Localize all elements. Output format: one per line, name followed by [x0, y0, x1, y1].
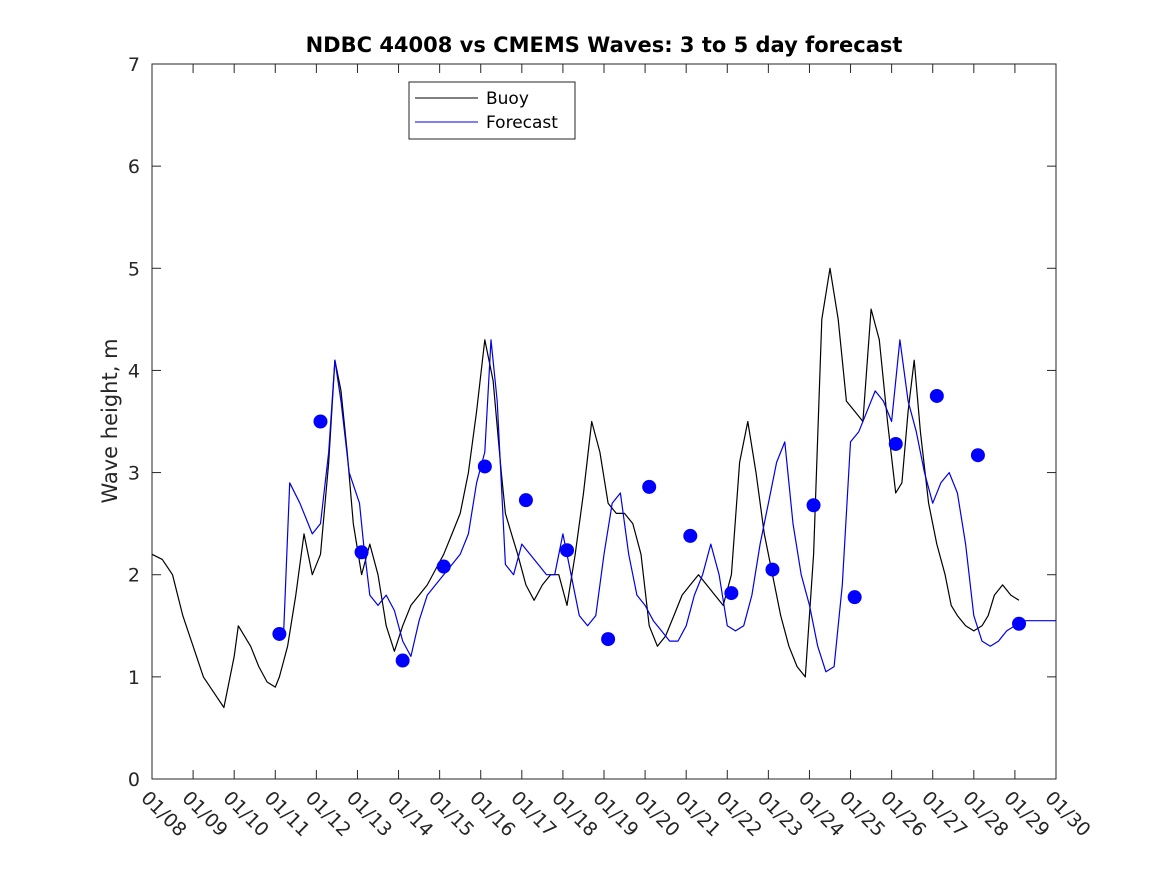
y-tick-label: 6 [128, 156, 140, 178]
forecast-point [601, 632, 616, 647]
chart-title: NDBC 44008 vs CMEMS Waves: 3 to 5 day fo… [306, 33, 903, 57]
forecast-point [683, 528, 698, 543]
y-tick-label: 1 [128, 667, 140, 689]
forecast-point [354, 545, 369, 560]
plot-area [151, 63, 1057, 780]
y-tick-label: 0 [128, 769, 140, 791]
forecast-point [436, 559, 451, 574]
y-axis: 0 1 2 3 4 5 6 7 [128, 54, 1056, 791]
forecast-point [1012, 616, 1027, 631]
y-tick-label: 4 [128, 360, 140, 382]
forecast-point [929, 388, 944, 403]
forecast-point [888, 436, 903, 451]
y-tick-label: 7 [128, 54, 140, 76]
forecast-point [970, 448, 985, 463]
forecast-point [642, 479, 657, 494]
legend-box [408, 81, 576, 140]
forecast-point [313, 414, 328, 429]
legend-buoy-label: Buoy [486, 89, 529, 109]
series-layer [151, 267, 1056, 709]
forecast-point [806, 498, 821, 513]
y-tick-label: 5 [128, 258, 140, 280]
forecast-point [272, 626, 287, 641]
forecast-point [765, 562, 780, 577]
buoy-line [151, 267, 1020, 709]
forecast-point [395, 653, 410, 668]
forecast-point [518, 493, 533, 508]
forecast-point [847, 590, 862, 605]
forecast-point [560, 543, 575, 558]
y-tick-label: 2 [128, 565, 140, 587]
forecast-line [282, 339, 1056, 673]
forecast-point [477, 459, 492, 474]
y-tick-label: 3 [128, 463, 140, 485]
legend-forecast-label: Forecast [486, 113, 558, 133]
y-axis-label: Wave height, m [98, 338, 122, 503]
forecast-point [724, 586, 739, 601]
legend: Buoy Forecast [408, 81, 576, 140]
